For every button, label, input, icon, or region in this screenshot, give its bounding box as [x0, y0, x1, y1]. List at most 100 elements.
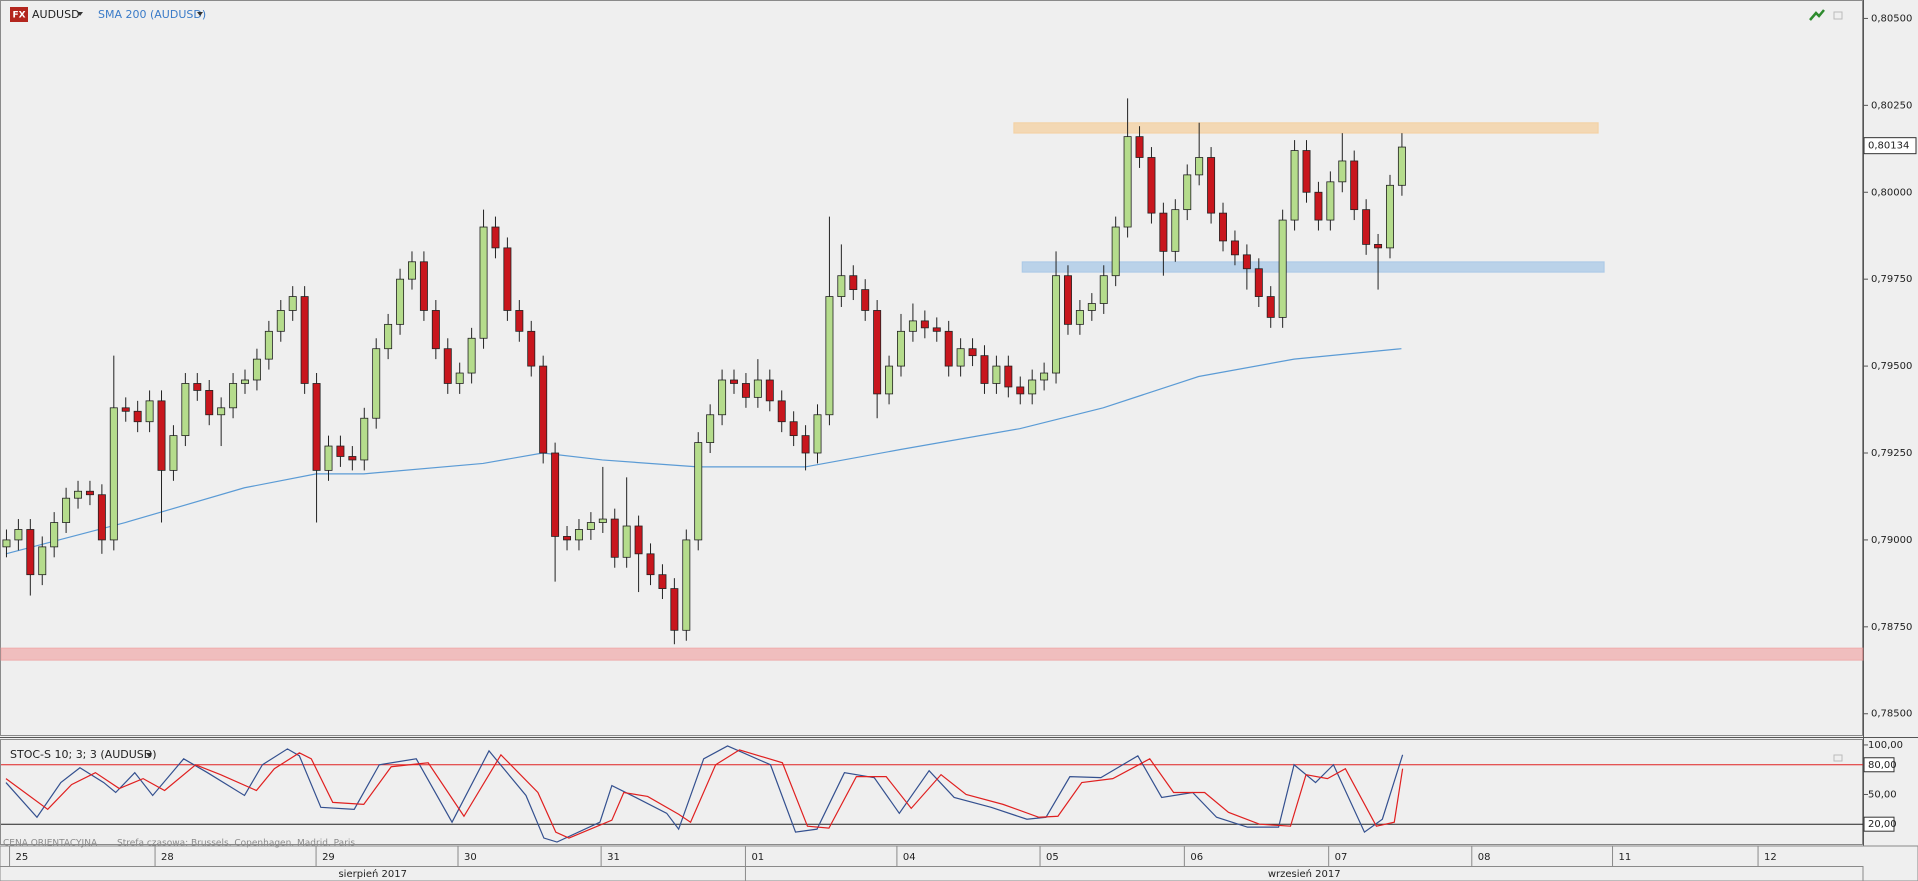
y-tick-label: 0,79250 — [1871, 448, 1912, 459]
trend-icon[interactable] — [1809, 9, 1825, 21]
candle-body — [384, 323, 393, 350]
candle-body — [813, 414, 822, 454]
candle-body — [1230, 240, 1239, 256]
candle-body — [85, 490, 94, 496]
candle-body — [646, 553, 655, 576]
date-axis — [0, 845, 1918, 881]
candle-body — [288, 296, 297, 311]
symbol-dropdown[interactable] — [77, 12, 83, 16]
candle-body — [586, 522, 595, 530]
candle-body — [730, 379, 738, 384]
candle-body — [1099, 275, 1108, 304]
x-tick-label: 29 — [322, 852, 335, 863]
x-tick-label: 08 — [1478, 852, 1491, 863]
candle-body — [26, 529, 35, 576]
y-tick-label: 80,00 — [1868, 760, 1897, 771]
y-tick-label: 0,78750 — [1871, 622, 1912, 633]
stoch-dropdown[interactable] — [146, 753, 152, 757]
candle-body — [169, 435, 178, 471]
candle-body — [455, 372, 464, 384]
candle-body — [551, 452, 560, 537]
x-tick-label: 30 — [464, 852, 477, 863]
candle-body — [634, 525, 643, 555]
candle-body — [1075, 310, 1084, 325]
panel-window-icon[interactable] — [1833, 754, 1843, 762]
candle-body — [1183, 174, 1192, 211]
level-box — [1863, 816, 1895, 832]
main-frame — [0, 0, 1863, 736]
x-tick-label: 11 — [1619, 852, 1632, 863]
level-box — [1863, 757, 1895, 773]
candle-body — [1326, 181, 1335, 221]
x-tick-label: 04 — [903, 852, 916, 863]
candle-body — [801, 435, 810, 454]
fx-badge-text: FX — [12, 11, 25, 21]
month-label: wrzesień 2017 — [1268, 868, 1341, 880]
candle-body — [849, 275, 858, 291]
y-tick-label: 0,80500 — [1871, 13, 1912, 24]
candle-body — [1171, 209, 1180, 252]
candle-body — [145, 400, 154, 423]
candle-body — [503, 247, 512, 311]
candle-body — [348, 456, 357, 461]
indicator-selector[interactable]: SMA 200 (AUDUSD) — [98, 8, 206, 21]
toolbar: FX AUDUSD SMA 200 (AUDUSD) — [10, 7, 1843, 762]
candle-body — [1111, 226, 1120, 277]
candle-body — [610, 518, 619, 558]
zone — [0, 647, 1864, 661]
month-label: sierpień 2017 — [338, 868, 407, 880]
x-tick-label: 31 — [607, 852, 620, 863]
last-price-box — [1863, 137, 1917, 155]
candle-body — [312, 383, 321, 471]
candle-body — [133, 410, 142, 423]
y-tick-label: 0,79000 — [1871, 535, 1912, 546]
candle-body — [944, 330, 953, 367]
x-tick-label: 01 — [751, 852, 764, 863]
candle-body — [837, 275, 846, 297]
candle-body — [932, 327, 941, 332]
candle-body — [825, 296, 834, 416]
candle-body — [229, 383, 238, 409]
candle-body — [443, 348, 452, 384]
candle-body — [908, 320, 917, 332]
candle-body — [885, 365, 894, 395]
indicator-dropdown[interactable] — [197, 12, 203, 16]
candle-body — [956, 348, 965, 367]
candle-body — [1254, 268, 1263, 297]
candle-body — [658, 574, 667, 589]
candle-body — [718, 379, 727, 416]
symbol-selector[interactable]: AUDUSD — [32, 8, 80, 21]
candle-body — [1004, 365, 1013, 388]
candle-body — [1123, 136, 1132, 228]
candle-body — [1242, 254, 1251, 270]
candle-body — [252, 358, 261, 381]
candle-body — [372, 348, 381, 419]
candle-body — [670, 588, 679, 631]
candle-body — [50, 522, 59, 548]
y-tick-label: 0,78500 — [1871, 709, 1912, 720]
candle-body — [300, 296, 309, 384]
candle-body — [539, 365, 548, 454]
candle-body — [360, 417, 369, 461]
y-tick-label: 100,00 — [1868, 740, 1903, 751]
candle-body — [598, 518, 607, 523]
candle-body — [157, 400, 166, 471]
x-tick-label: 12 — [1764, 852, 1777, 863]
candle-body — [1159, 212, 1168, 252]
candle-body — [741, 383, 750, 398]
candle-body — [324, 445, 333, 471]
candle-body — [1266, 296, 1275, 318]
candle-body — [873, 310, 882, 395]
candle-body — [205, 390, 214, 416]
y-tick-label: 0,79750 — [1871, 274, 1912, 285]
candle-body — [408, 261, 416, 280]
candle-body — [515, 310, 524, 332]
candle-body — [563, 536, 572, 541]
zone — [1021, 261, 1605, 273]
candle-body — [1278, 219, 1287, 318]
y-tick-label: 0,79500 — [1871, 361, 1912, 372]
window-icon[interactable] — [1833, 11, 1843, 20]
candle-body — [920, 320, 929, 329]
stoch-title: STOC-S 10; 3; 3 (AUDUSD) — [10, 748, 157, 761]
candle-body — [789, 421, 798, 437]
